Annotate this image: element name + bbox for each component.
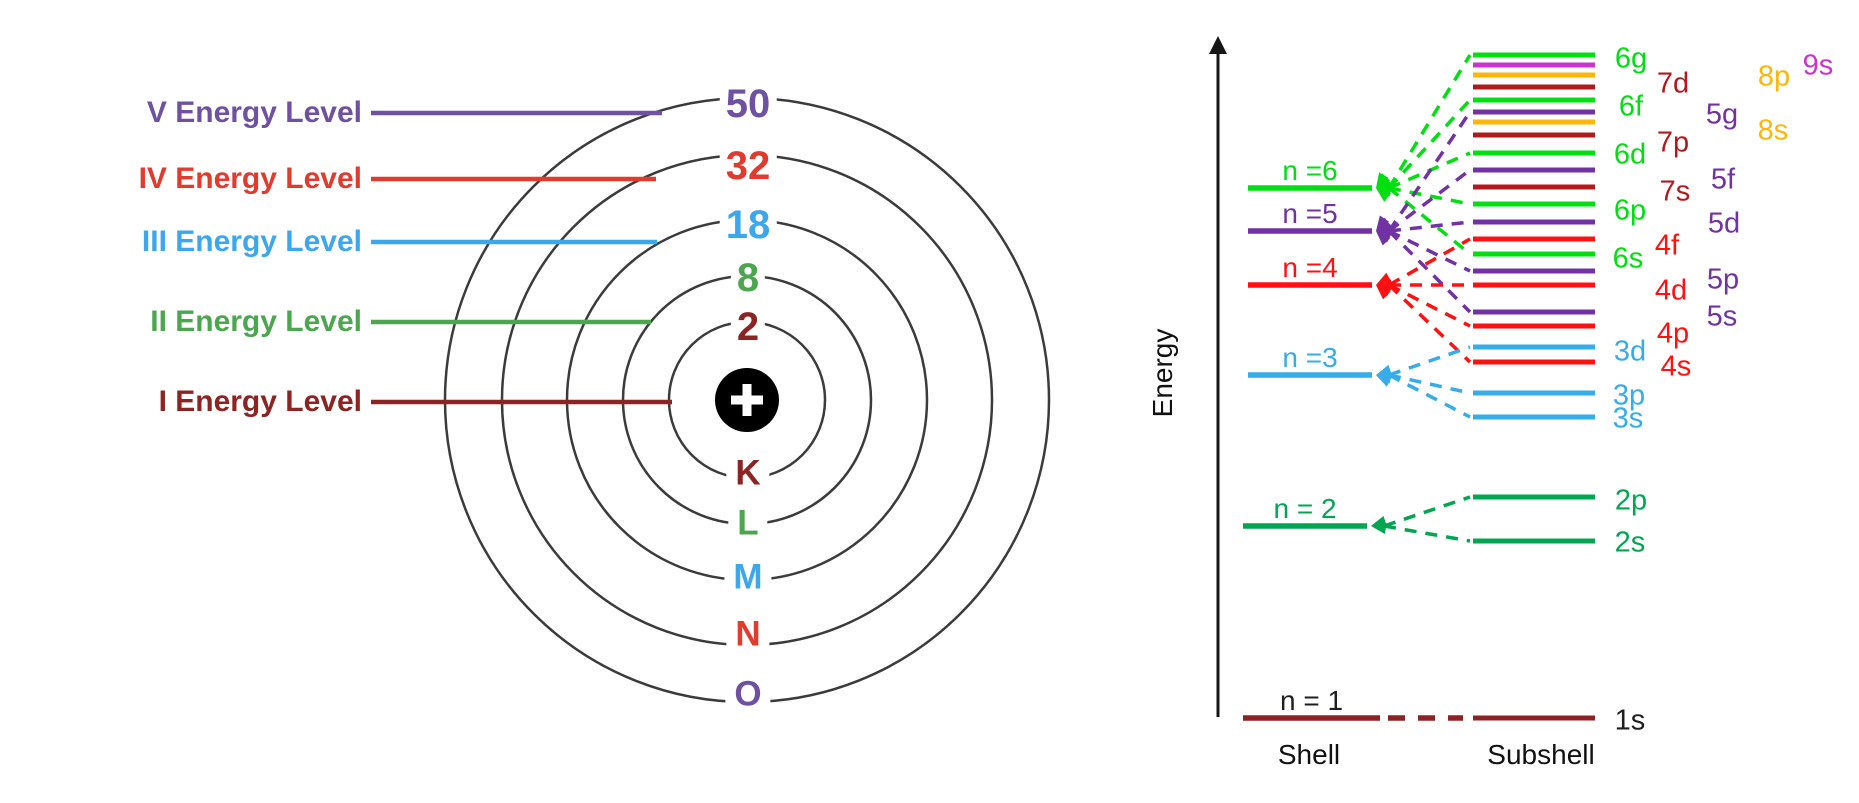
subshell-label-6s: 6s — [1612, 242, 1644, 275]
shell-letter-O: O — [725, 675, 771, 713]
subshell-label-3p: 3p — [1612, 379, 1646, 412]
axis-arrow-icon — [1209, 36, 1227, 54]
subshell-label-6p: 6p — [1613, 194, 1647, 227]
split-connector-6f — [1387, 98, 1472, 190]
connector-arrowhead-icon — [1376, 173, 1391, 188]
subshell-label-2p: 2p — [1614, 484, 1648, 517]
shell-label-1: n = 1 — [1279, 685, 1344, 716]
connector-arrowhead-icon — [1376, 285, 1391, 300]
split-connector-4p — [1388, 283, 1471, 328]
subshell-label-7s: 7s — [1659, 175, 1691, 208]
split-connector-2p — [1383, 495, 1471, 528]
energy-level-label-V: V Energy Level — [146, 96, 362, 129]
split-connector-3p — [1388, 373, 1471, 395]
shell-letter-M: M — [724, 558, 772, 596]
subshell-label-4d: 4d — [1654, 274, 1688, 307]
subshell-label-5p: 5p — [1706, 263, 1740, 296]
connector-arrowhead-icon — [1371, 515, 1387, 527]
shell-letter-K: K — [726, 454, 770, 492]
subshell-caption: Subshell — [1487, 739, 1595, 770]
connector-arrowhead-icon — [1376, 364, 1392, 376]
subshell-label-9s: 9s — [1802, 49, 1834, 82]
subshell-label-4f: 4f — [1654, 229, 1680, 262]
subshell-label-6g: 6g — [1614, 42, 1648, 75]
split-connector-5d — [1388, 220, 1471, 233]
split-connector-3s — [1388, 373, 1471, 419]
shell-label-6: n =6 — [1282, 155, 1338, 186]
split-connector-6p — [1388, 186, 1471, 206]
shell-label-4: n =4 — [1282, 252, 1338, 283]
energy-level-label-III: III Energy Level — [141, 225, 362, 258]
subshell-label-5g: 5g — [1705, 98, 1739, 131]
split-connector-5g — [1387, 111, 1472, 232]
energy-level-label-II: II Energy Level — [150, 305, 362, 338]
subshell-label-5f: 5f — [1710, 163, 1736, 196]
subshell-label-4s: 4s — [1660, 350, 1692, 383]
subshell-label-5s: 5s — [1706, 300, 1738, 333]
split-connector-4f — [1388, 237, 1471, 287]
electron-count-32: 32 — [719, 145, 777, 187]
electron-count-18: 18 — [719, 204, 777, 246]
split-connector-5s — [1387, 229, 1472, 314]
split-connector-3d — [1388, 345, 1471, 377]
subshell-label-7d: 7d — [1656, 67, 1690, 100]
subshell-label-2s: 2s — [1614, 526, 1646, 559]
subshell-label-8p: 8p — [1757, 60, 1791, 93]
electron-count-8: 8 — [730, 257, 766, 299]
subshell-label-3d: 3d — [1613, 335, 1647, 368]
energy-axis-label: Energy — [1147, 328, 1178, 418]
shell-label-2: n = 2 — [1273, 493, 1337, 524]
shell-label-3: n =3 — [1282, 342, 1338, 373]
connector-arrowhead-icon — [1376, 177, 1392, 188]
connector-arrowhead-icon — [1376, 188, 1392, 202]
subshell-label-6f: 6f — [1618, 90, 1644, 123]
split-connector-4s — [1387, 283, 1472, 364]
connector-arrowhead-icon — [1376, 375, 1392, 387]
split-connector-2s — [1383, 524, 1471, 543]
split-connector-6g — [1387, 54, 1472, 189]
subshell-label-5d: 5d — [1707, 207, 1741, 240]
shell-letter-N: N — [726, 615, 770, 653]
shell-letter-L: L — [728, 504, 768, 542]
electron-count-2: 2 — [730, 306, 766, 348]
subshell-label-4p: 4p — [1656, 317, 1690, 350]
subshell-label-1s: 1s — [1614, 704, 1646, 737]
shell-label-5: n =5 — [1282, 198, 1338, 229]
subshell-label-6d: 6d — [1613, 138, 1647, 171]
connector-arrowhead-icon — [1371, 523, 1387, 534]
subshell-label-3s: 3s — [1612, 402, 1644, 435]
connector-arrowhead-icon — [1376, 231, 1391, 246]
energy-level-label-IV: IV Energy Level — [138, 162, 362, 195]
energy-level-label-I: I Energy Level — [158, 385, 362, 418]
connector-arrowhead-icon — [1376, 223, 1392, 235]
split-connector-6s — [1387, 186, 1472, 256]
subshell-label-8s: 8s — [1757, 114, 1789, 147]
subshell-label-7p: 7p — [1656, 126, 1690, 159]
electron-count-50: 50 — [719, 83, 777, 125]
connector-arrowhead-icon — [1376, 217, 1392, 231]
split-connector-5p — [1388, 229, 1471, 273]
shell-caption: Shell — [1277, 739, 1341, 770]
split-connector-5f — [1387, 168, 1472, 233]
